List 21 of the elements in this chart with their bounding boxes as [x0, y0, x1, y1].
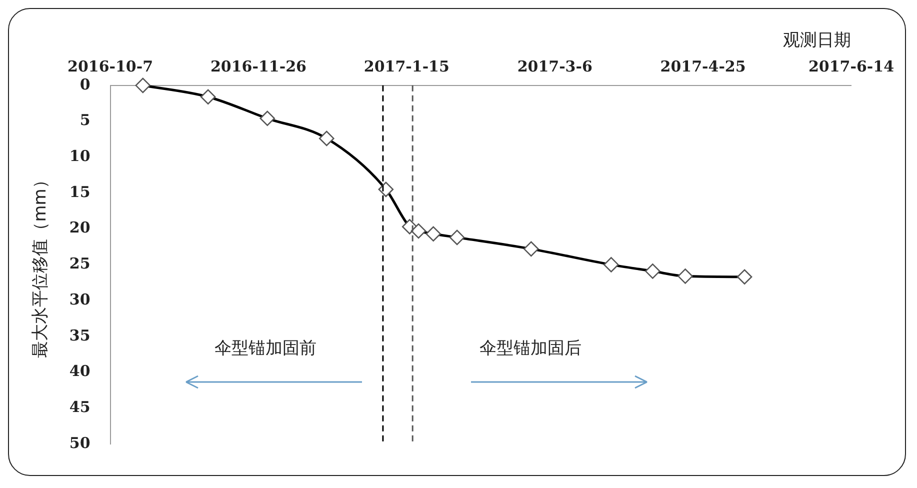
- annotation: 伞型锚加固前: [214, 338, 316, 358]
- y-axis-title: 最大水平位移值（mm）: [30, 172, 51, 358]
- y-tick-label: 15: [69, 182, 90, 201]
- x-tick-label: 2017-6-14: [808, 57, 894, 76]
- annotation: 伞型锚加固后: [479, 338, 582, 358]
- x-tick-label: 2017-3-6: [517, 57, 592, 76]
- y-tick-label: 45: [69, 398, 90, 416]
- y-tick-label: 40: [69, 362, 90, 380]
- y-tick-label: 50: [69, 434, 90, 452]
- y-tick-label: 35: [69, 326, 90, 344]
- y-tick-label: 10: [69, 147, 90, 166]
- x-tick-label: 2017-4-25: [660, 57, 746, 76]
- y-tick-label: 25: [69, 254, 90, 273]
- y-tick-label: 0: [80, 75, 90, 94]
- y-tick-label: 5: [80, 111, 90, 130]
- x-axis-title: 观测日期: [783, 30, 852, 51]
- x-tick-label: 2016-11-26: [210, 57, 306, 76]
- y-tick-label: 20: [69, 218, 90, 237]
- y-tick-label: 30: [69, 290, 90, 308]
- x-tick-label: 2016-10-7: [68, 57, 154, 76]
- x-tick-label: 2017-1-15: [364, 57, 450, 76]
